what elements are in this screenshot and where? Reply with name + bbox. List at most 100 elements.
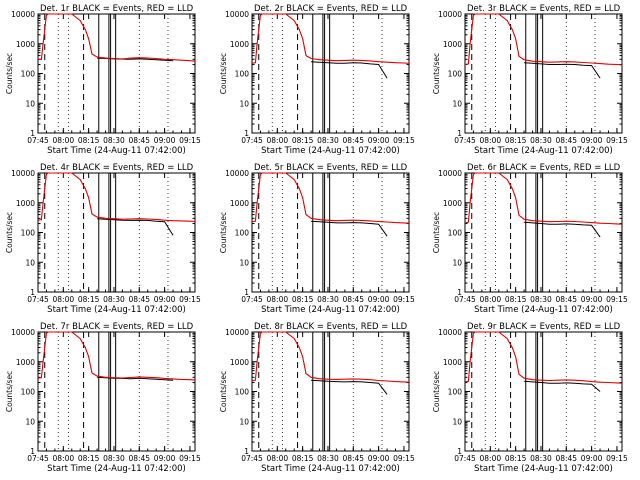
x-tick-label: 07:45 bbox=[454, 454, 476, 463]
x-tick-label: 09:15 bbox=[393, 454, 415, 463]
plot-frame bbox=[464, 13, 623, 134]
x-tick-label: 08:15 bbox=[505, 295, 527, 304]
y-tick-label: 1000 bbox=[16, 358, 35, 367]
x-tick-label: 08:00 bbox=[267, 295, 289, 304]
series-line-events bbox=[311, 220, 388, 237]
y-tick-label: 100 bbox=[235, 229, 250, 238]
x-tick-label: 08:45 bbox=[128, 136, 150, 145]
y-tick-label: 10 bbox=[452, 417, 462, 426]
x-tick-label: 07:45 bbox=[27, 295, 49, 304]
x-tick-label: 08:15 bbox=[78, 136, 100, 145]
series-line-lld bbox=[38, 13, 196, 62]
x-tick-label: 09:00 bbox=[368, 454, 390, 463]
x-axis-label: Start Time (24-Aug-11 07:42:00) bbox=[474, 464, 613, 474]
series-line-lld bbox=[37, 172, 196, 223]
x-tick-label: 08:45 bbox=[342, 136, 364, 145]
y-axis-label: Counts/sec bbox=[5, 371, 14, 412]
x-tick-label: 08:00 bbox=[53, 136, 75, 145]
x-tick-label: 08:15 bbox=[505, 454, 527, 463]
panel-title: Det. 3r BLACK = Events, RED = LLD bbox=[467, 4, 621, 14]
x-tick-label: 08:00 bbox=[53, 454, 75, 463]
y-tick-label: 10 bbox=[25, 417, 35, 426]
panel-det-5: Det. 5r BLACK = Events, RED = LLD 1 10 100 1… bbox=[219, 163, 415, 315]
x-tick-label: 09:15 bbox=[179, 136, 201, 145]
y-tick-label: 100 bbox=[21, 70, 36, 79]
x-axis-label: Start Time (24-Aug-11 07:42:00) bbox=[261, 305, 400, 315]
panel-title: Det. 9r BLACK = Events, RED = LLD bbox=[467, 322, 621, 332]
y-tick-label: 10000 bbox=[438, 169, 462, 178]
y-tick-label: 1000 bbox=[16, 40, 35, 49]
x-tick-label: 09:00 bbox=[368, 295, 390, 304]
y-tick-label: 1000 bbox=[443, 358, 462, 367]
series-line-events bbox=[311, 61, 388, 79]
series-line-lld bbox=[251, 172, 410, 224]
series-line-lld bbox=[251, 331, 410, 383]
x-tick-label: 08:45 bbox=[128, 454, 150, 463]
panel-det-7: Det. 7r BLACK = Events, RED = LLD 1 10 100 1… bbox=[5, 322, 201, 474]
plot-frame bbox=[251, 13, 410, 134]
x-tick-label: 09:15 bbox=[393, 136, 415, 145]
x-tick-label: 07:45 bbox=[27, 454, 49, 463]
x-tick-label: 08:30 bbox=[103, 295, 125, 304]
y-axis-label: Counts/sec bbox=[432, 212, 441, 253]
x-tick-label: 07:45 bbox=[241, 454, 263, 463]
x-tick-label: 08:30 bbox=[317, 136, 339, 145]
x-tick-label: 08:45 bbox=[555, 454, 577, 463]
y-tick-label: 100 bbox=[235, 388, 250, 397]
x-tick-label: 08:00 bbox=[53, 295, 75, 304]
panel-det-2: Det. 2r BLACK = Events, RED = LLD 1 10 100 1… bbox=[219, 4, 415, 156]
y-tick-label: 1 bbox=[244, 288, 249, 297]
x-tick-label: 08:30 bbox=[530, 454, 552, 463]
panel-det-6: Det. 6r BLACK = Events, RED = LLD 1 10 100 1… bbox=[432, 163, 628, 315]
series-line-events bbox=[524, 380, 601, 392]
plot-frame bbox=[464, 172, 623, 293]
panel-title: Det. 5r BLACK = Events, RED = LLD bbox=[254, 163, 408, 173]
x-tick-label: 08:00 bbox=[267, 136, 289, 145]
panel-title: Det. 8r BLACK = Events, RED = LLD bbox=[254, 322, 408, 332]
panel-det-8: Det. 8r BLACK = Events, RED = LLD 1 10 100 1… bbox=[219, 322, 415, 474]
y-axis-label: Counts/sec bbox=[432, 371, 441, 412]
x-tick-label: 08:45 bbox=[555, 136, 577, 145]
y-tick-label: 10 bbox=[452, 258, 462, 267]
series-line-lld bbox=[464, 172, 623, 225]
x-tick-label: 09:15 bbox=[606, 136, 628, 145]
x-tick-label: 08:30 bbox=[103, 136, 125, 145]
y-tick-label: 10 bbox=[452, 99, 462, 108]
x-tick-label: 08:15 bbox=[505, 136, 527, 145]
x-tick-label: 09:00 bbox=[368, 136, 390, 145]
y-tick-label: 100 bbox=[235, 70, 250, 79]
x-tick-label: 09:00 bbox=[154, 136, 176, 145]
x-tick-label: 08:00 bbox=[267, 454, 289, 463]
y-tick-label: 100 bbox=[21, 229, 36, 238]
x-tick-label: 08:00 bbox=[480, 454, 502, 463]
y-axis-label: Counts/sec bbox=[5, 212, 14, 253]
series-line-events bbox=[524, 62, 601, 79]
y-tick-label: 1000 bbox=[230, 199, 249, 208]
panel-det-9: Det. 9r BLACK = Events, RED = LLD 1 10 100 1… bbox=[432, 322, 628, 474]
y-tick-label: 100 bbox=[448, 70, 463, 79]
x-tick-label: 07:45 bbox=[241, 136, 263, 145]
x-tick-label: 08:45 bbox=[342, 454, 364, 463]
x-tick-label: 07:45 bbox=[454, 295, 476, 304]
y-tick-label: 10 bbox=[239, 99, 249, 108]
x-axis-label: Start Time (24-Aug-11 07:42:00) bbox=[474, 146, 613, 156]
y-axis-label: Counts/sec bbox=[219, 371, 228, 412]
x-tick-label: 08:30 bbox=[317, 454, 339, 463]
series-line-lld bbox=[251, 13, 410, 64]
x-tick-label: 09:15 bbox=[393, 295, 415, 304]
series-line-events bbox=[311, 379, 388, 395]
y-tick-label: 1 bbox=[30, 129, 35, 138]
x-axis-label: Start Time (24-Aug-11 07:42:00) bbox=[47, 464, 186, 474]
y-tick-label: 10000 bbox=[11, 10, 35, 19]
y-tick-label: 10000 bbox=[438, 328, 462, 337]
x-tick-label: 07:45 bbox=[27, 136, 49, 145]
plot-frame bbox=[251, 172, 410, 293]
y-tick-label: 10 bbox=[239, 417, 249, 426]
x-tick-label: 08:15 bbox=[292, 454, 314, 463]
y-axis-label: Counts/sec bbox=[432, 53, 441, 94]
y-axis-label: Counts/sec bbox=[219, 212, 228, 253]
x-axis-label: Start Time (24-Aug-11 07:42:00) bbox=[47, 305, 186, 315]
x-tick-label: 09:00 bbox=[154, 454, 176, 463]
x-tick-label: 08:30 bbox=[530, 136, 552, 145]
